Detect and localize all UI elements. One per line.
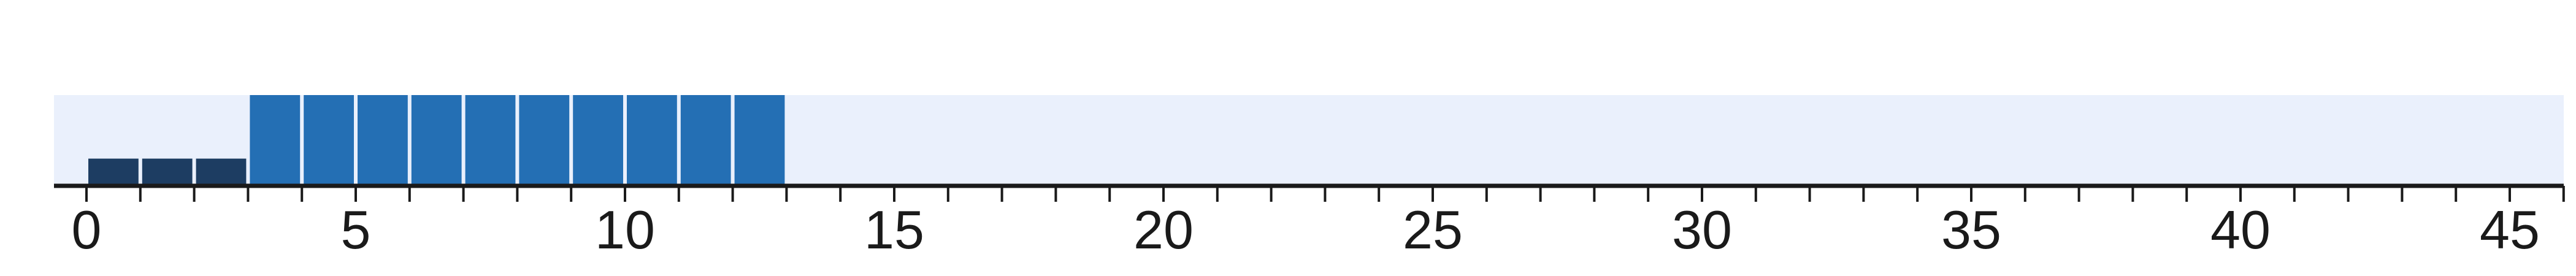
x-axis-tick-labels: 0 5 10 15 20 25 30 35 40 45 [72,199,2540,260]
x-tick-label-10: 10 [595,199,655,260]
x-tick-label-20: 20 [1133,199,1194,260]
bar-10 [627,95,677,186]
bar-7 [465,95,516,186]
bar-3 [250,95,301,186]
bar-8 [519,95,570,186]
bar-4 [304,95,354,186]
x-tick-label-40: 40 [2210,199,2271,260]
x-tick-label-45: 45 [2480,199,2540,260]
bar-5 [358,95,408,186]
bar-2 [196,158,247,186]
x-tick-label-0: 0 [72,199,102,260]
x-tick-label-15: 15 [864,199,924,260]
bar-6 [411,95,462,186]
bar-9 [573,95,623,186]
x-tick-label-5: 5 [341,199,371,260]
x-tick-label-35: 35 [1941,199,2001,260]
bar-0 [88,158,139,186]
x-tick-label-30: 30 [1672,199,1732,260]
bar-1 [142,158,193,186]
bar-11 [680,95,731,186]
x-tick-label-25: 25 [1403,199,1463,260]
bar-12 [734,95,785,186]
bars-group [88,95,785,186]
x-axis-ticks [85,186,2565,202]
